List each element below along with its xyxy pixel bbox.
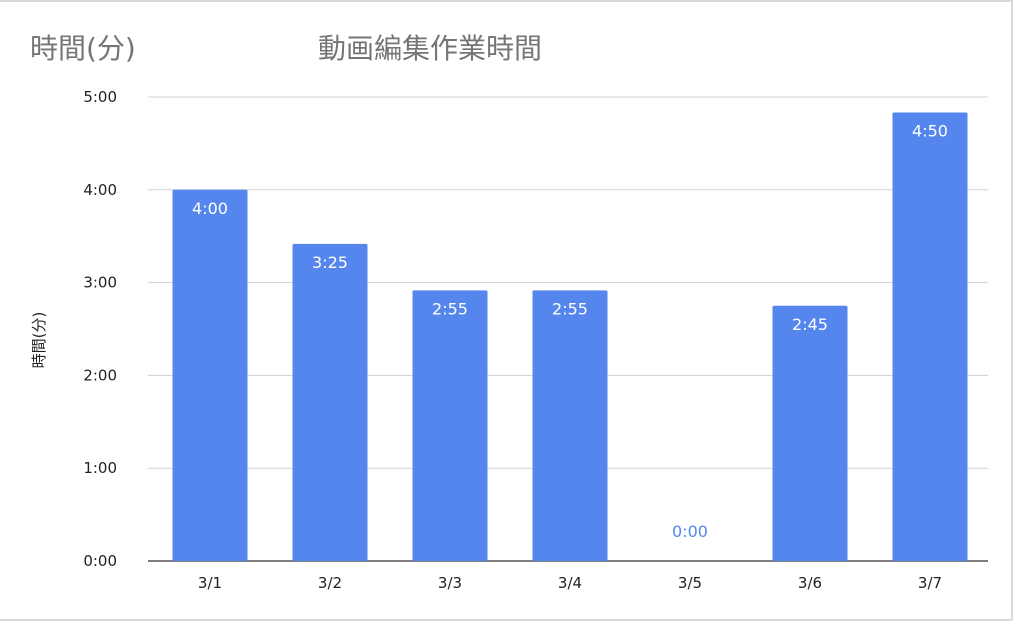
- x-tick-label: 3/7: [918, 574, 942, 592]
- y-axis-ticks: 0:00 1:00 2:00 3:00 4:00 5:00: [83, 88, 117, 570]
- bar-3/7: [892, 112, 968, 561]
- y-tick-label: 4:00: [83, 181, 117, 199]
- bar-3/4: [532, 290, 608, 561]
- data-label: 0:00: [672, 522, 708, 541]
- y-tick-label: 5:00: [83, 88, 117, 106]
- bar-3/6: [772, 305, 848, 561]
- data-label: 3:25: [312, 253, 348, 272]
- x-axis-ticks: 3/1 3/2 3/3 3/4 3/5 3/6 3/7: [198, 574, 942, 592]
- y-axis-label: 時間(分): [30, 312, 48, 369]
- bar-3/1: [172, 189, 248, 562]
- data-label: 2:55: [432, 299, 468, 318]
- bars: [172, 112, 968, 562]
- corner-title: 時間(分): [30, 32, 136, 65]
- x-tick-label: 3/3: [438, 574, 462, 592]
- data-label: 2:55: [552, 299, 588, 318]
- bar-3/3: [412, 290, 488, 561]
- y-tick-label: 0:00: [83, 552, 117, 570]
- y-tick-label: 1:00: [83, 459, 117, 477]
- bar-labels: 4:00 3:25 2:55 2:55 0:00 2:45 4:50: [192, 121, 948, 541]
- data-label: 4:00: [192, 199, 228, 218]
- y-tick-label: 3:00: [83, 274, 117, 292]
- bar-3/2: [292, 243, 368, 561]
- data-label: 2:45: [792, 315, 828, 334]
- chart-title: 動画編集作業時間: [318, 32, 542, 65]
- data-label: 4:50: [912, 121, 948, 140]
- x-tick-label: 3/1: [198, 574, 222, 592]
- y-tick-label: 2:00: [83, 366, 117, 384]
- x-tick-label: 3/2: [318, 574, 342, 592]
- x-tick-label: 3/6: [798, 574, 822, 592]
- x-tick-label: 3/5: [678, 574, 702, 592]
- x-tick-label: 3/4: [558, 574, 582, 592]
